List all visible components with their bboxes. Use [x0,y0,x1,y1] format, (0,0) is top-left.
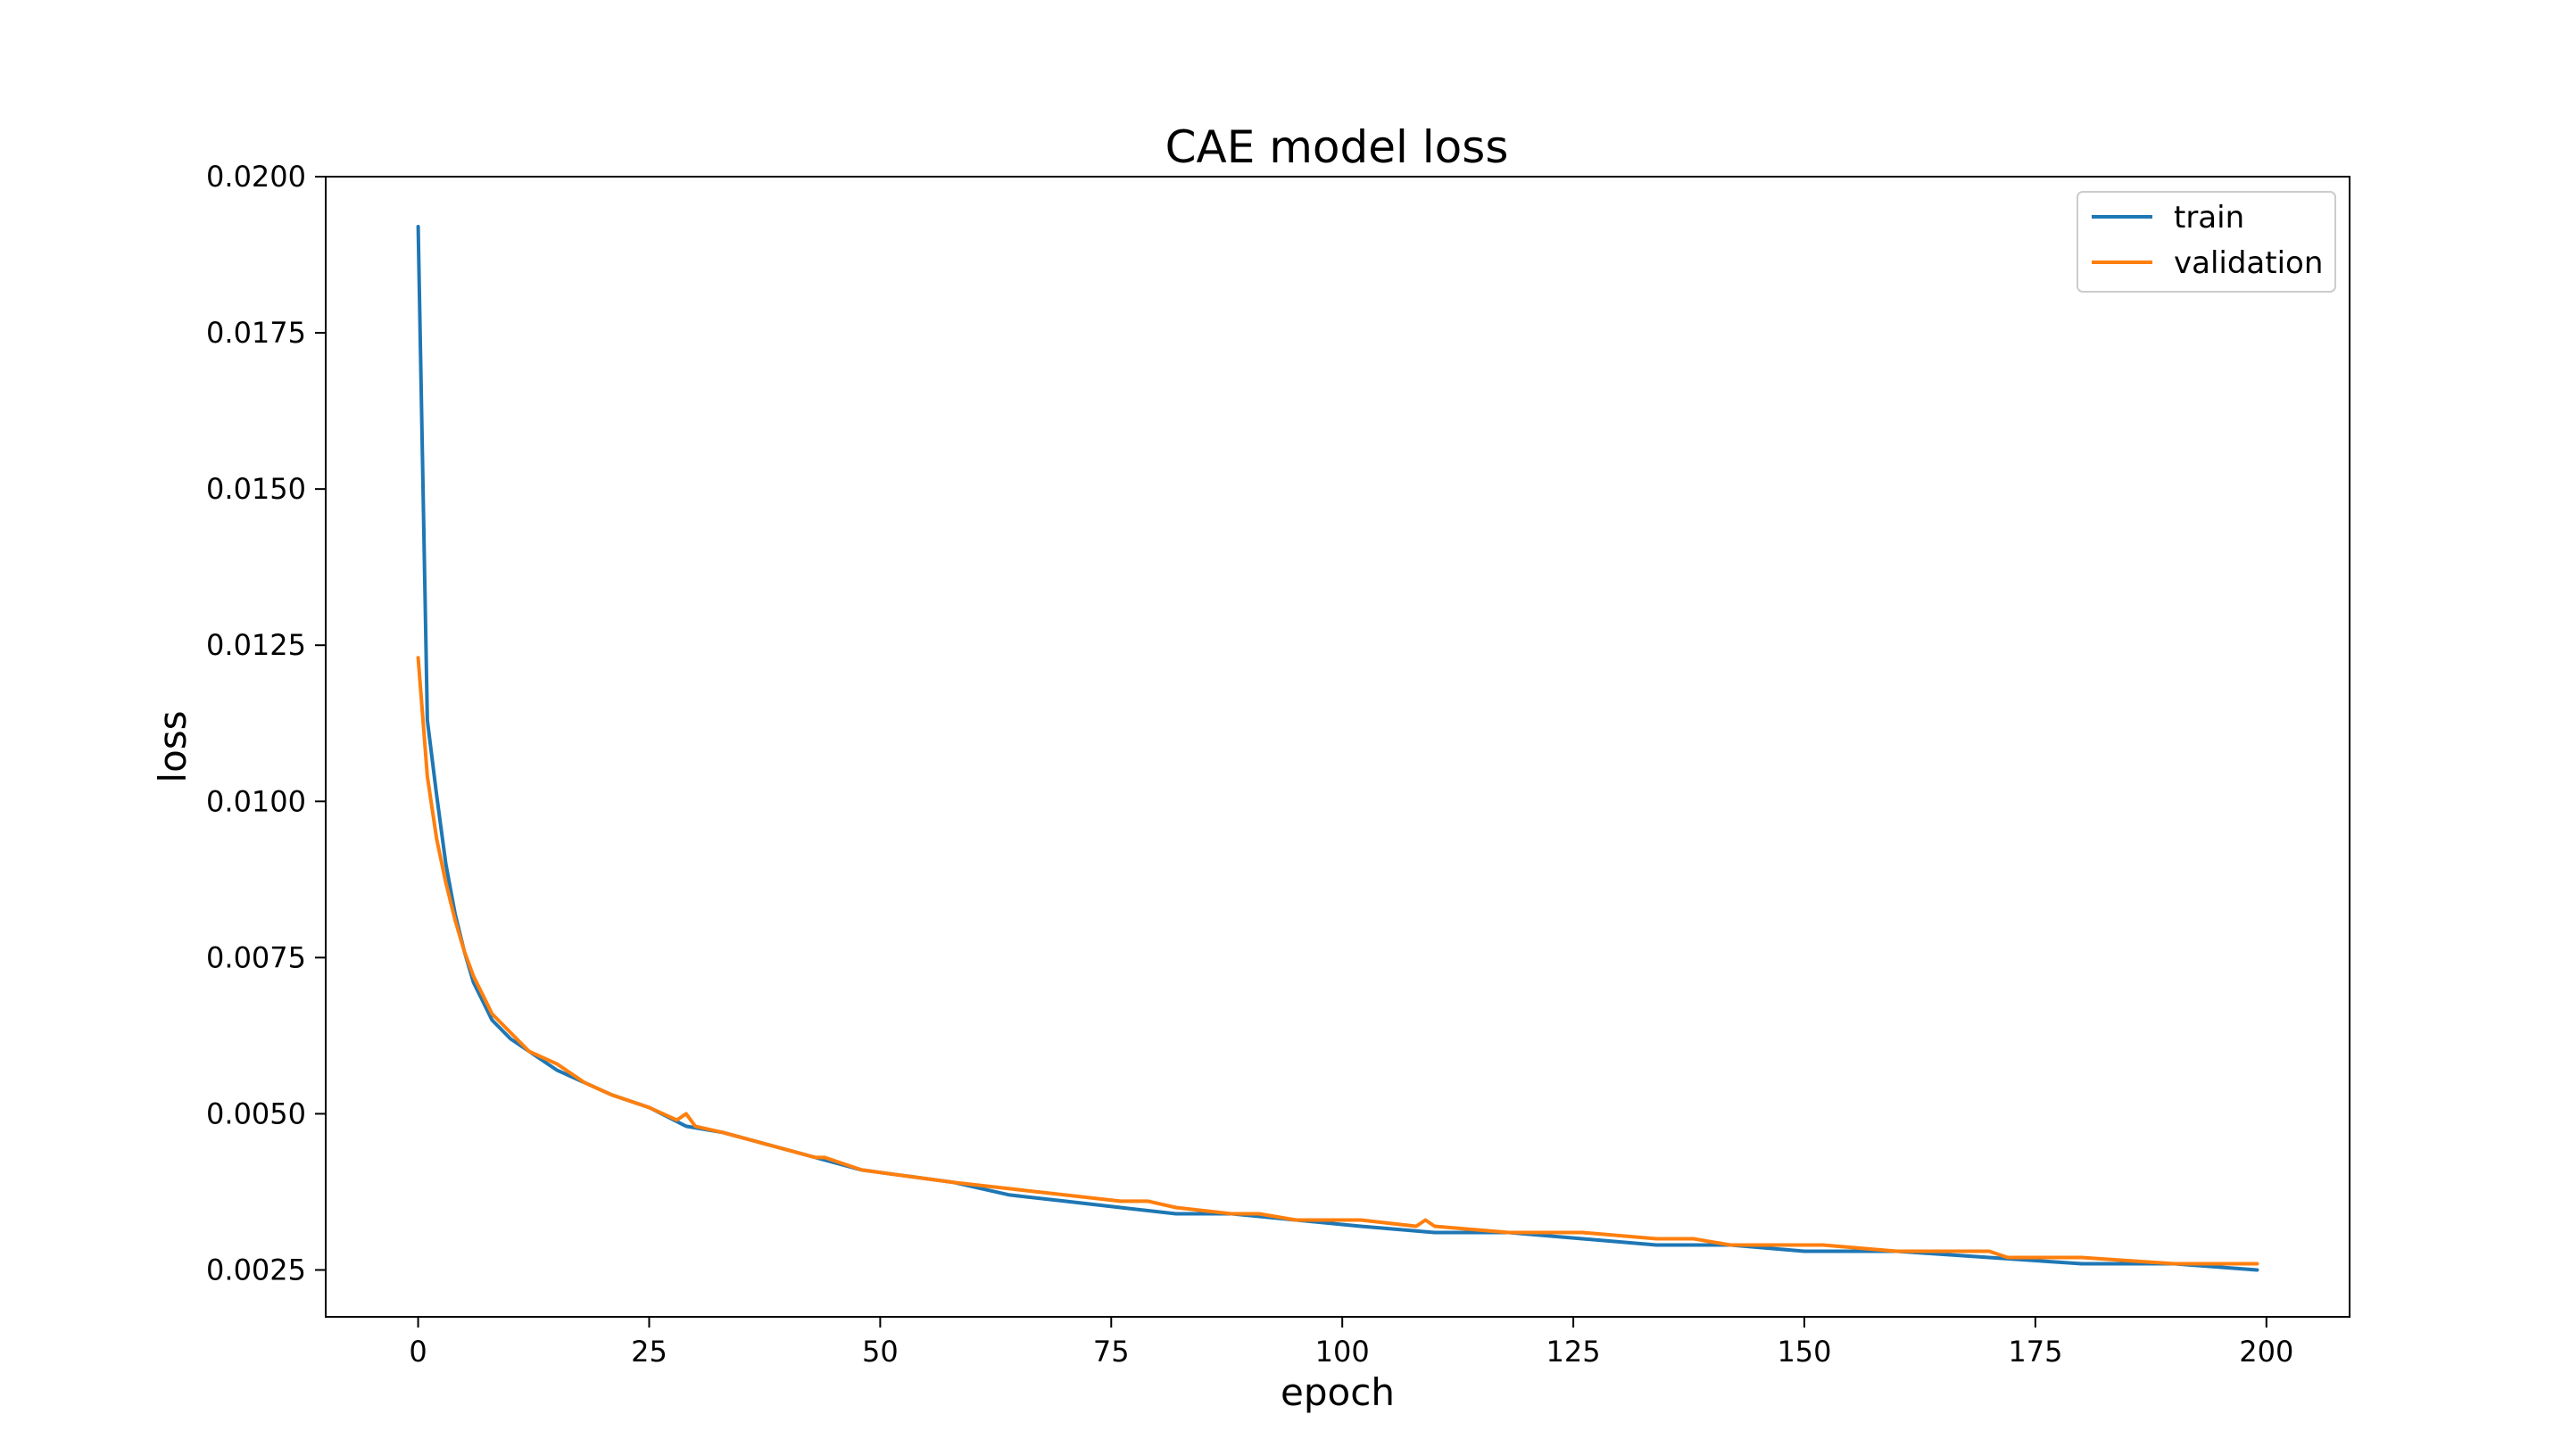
legend-label-train: train [2174,200,2244,236]
plot-background [326,177,2350,1317]
x-axis-ticks: 0 25 50 75 100 125 150 175 200 [409,1317,2293,1369]
x-tick-label: 150 [1777,1335,1831,1369]
series-layer [416,225,2259,1272]
legend: train validation [2077,191,2336,293]
series-line-validation [416,656,2259,1266]
y-tick-label: 0.0200 [206,160,306,194]
y-axis-label: loss [151,710,195,782]
y-axis-ticks: 0.0025 0.0050 0.0075 0.0100 0.0125 0.0150 0.01… [206,160,326,1286]
x-tick-label: 75 [1093,1335,1130,1369]
x-tick-label: 200 [2239,1335,2293,1369]
x-tick-label: 100 [1315,1335,1370,1369]
y-tick-label: 0.0175 [206,316,306,350]
legend-label-validation: validation [2174,245,2323,281]
y-tick-label: 0.0100 [206,784,306,818]
plot-area [325,176,2350,1318]
x-tick-label: 0 [409,1335,427,1369]
x-axis-label: epoch [1281,1370,1395,1414]
chart-title: CAE model loss [1165,121,1509,173]
y-tick-label: 0.0075 [206,940,306,974]
x-tick-label: 125 [1546,1335,1601,1369]
y-tick-label: 0.0050 [206,1096,306,1130]
y-tick-label: 0.0125 [206,628,306,662]
y-tick-label: 0.0150 [206,472,306,506]
x-tick-label: 50 [862,1335,899,1369]
y-tick-label: 0.0025 [206,1253,306,1286]
x-tick-label: 175 [2008,1335,2062,1369]
plot-frame [325,176,2350,1318]
x-tick-label: 25 [631,1335,667,1369]
